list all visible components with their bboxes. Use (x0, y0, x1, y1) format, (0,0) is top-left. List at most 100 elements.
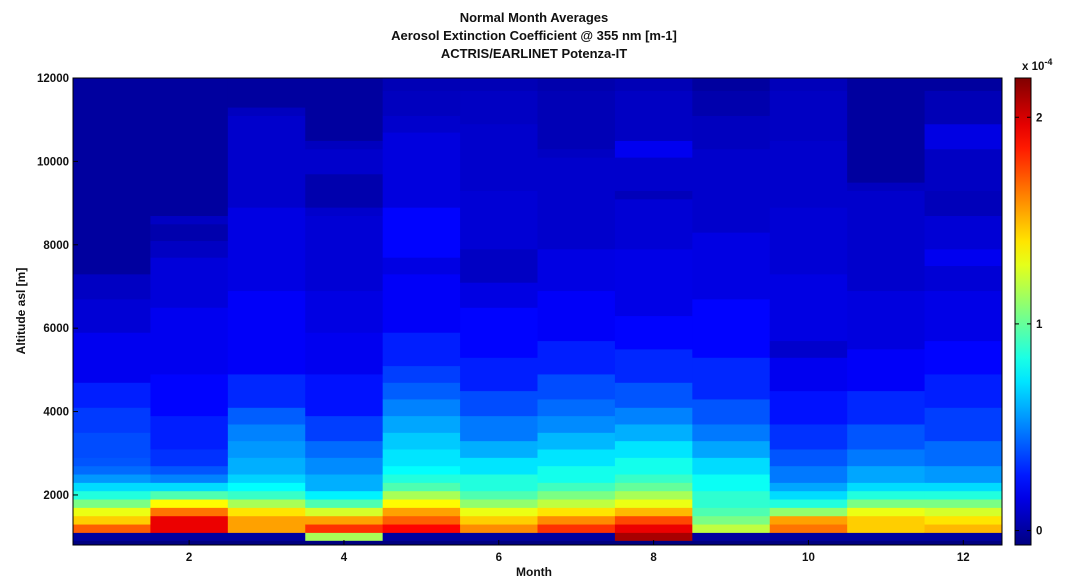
heatmap-cell (692, 532, 771, 542)
heatmap-cell (460, 415, 538, 442)
heatmap-cell (460, 248, 538, 283)
heatmap-cell (73, 382, 151, 408)
heatmap-cell (382, 524, 461, 533)
heatmap-cell (769, 499, 848, 508)
heatmap-cell (614, 515, 693, 525)
heatmap-cell (614, 524, 693, 533)
heatmap-cell (537, 499, 616, 508)
heatmap-cell (924, 290, 1003, 342)
heatmap-cell (227, 440, 306, 458)
heatmap-cell (847, 490, 925, 500)
heatmap-cell (227, 107, 306, 116)
heatmap-cell (305, 507, 384, 517)
heatmap-cell (924, 482, 1003, 492)
heatmap-cell (460, 490, 538, 500)
heatmap-cell (460, 282, 538, 308)
heatmap-cell (537, 90, 616, 150)
heatmap-cell (305, 148, 384, 175)
y-tick-label: 2000 (43, 490, 69, 502)
heatmap-cell (537, 482, 616, 492)
heatmap-cells (73, 78, 1003, 545)
heatmap-cell (924, 524, 1003, 533)
heatmap-cell (73, 540, 1002, 545)
heatmap-cell (769, 507, 848, 517)
heatmap-cell (614, 382, 693, 408)
title-line-2: Aerosol Extinction Coefficient @ 355 nm … (391, 28, 677, 43)
heatmap-cell (847, 465, 925, 483)
heatmap-cell (150, 515, 229, 533)
heatmap-cell (73, 457, 151, 467)
heatmap-cell (382, 332, 461, 367)
heatmap-cell (73, 507, 151, 517)
heatmap-cell (924, 490, 1003, 500)
heatmap-cell (769, 532, 848, 542)
heatmap-cell (769, 140, 848, 208)
heatmap-cell (227, 115, 306, 208)
heatmap-cell (227, 407, 306, 425)
heatmap-cell (614, 499, 693, 508)
heatmap-cell (305, 515, 384, 525)
heatmap-cell (382, 90, 461, 116)
heatmap-cell (227, 78, 306, 108)
heatmap-cell (614, 315, 693, 350)
heatmap-cell (460, 524, 538, 533)
heatmap-cell (382, 207, 461, 258)
y-tick-label: 8000 (43, 240, 69, 252)
heatmap-cell (692, 357, 771, 400)
heatmap-cell (305, 524, 384, 533)
heatmap-cell (769, 90, 848, 141)
heatmap-cell (73, 490, 151, 500)
heatmap-cell (460, 357, 538, 392)
heatmap-cell (150, 215, 229, 225)
heatmap-cell (537, 157, 616, 250)
heatmap-cell (692, 524, 771, 533)
heatmap-cell (382, 115, 461, 133)
heatmap-cell (73, 465, 151, 475)
heatmap-cell (382, 132, 461, 208)
heatmap-cell (460, 532, 538, 542)
heatmap-cell (614, 532, 693, 542)
heatmap-cell (769, 273, 848, 342)
heatmap-cell (614, 440, 693, 458)
heatmap-cell (614, 248, 693, 317)
heatmap-cell (73, 298, 151, 333)
heatmap-cell (537, 290, 616, 342)
heatmap-cell (305, 207, 384, 216)
heatmap-cell (614, 507, 693, 517)
heatmap-cell (924, 407, 1003, 442)
heatmap-cell (692, 232, 771, 300)
heatmap-cell (382, 257, 461, 275)
heatmap-cell (73, 499, 151, 508)
heatmap-cell (382, 482, 461, 492)
heatmap-cell (692, 90, 771, 116)
heatmap-cell (382, 432, 461, 450)
heatmap-cell (537, 524, 616, 533)
heatmap-cell (305, 140, 384, 150)
heatmap-cell (692, 457, 771, 475)
heatmap-cell (924, 248, 1003, 267)
heatmap-cell (460, 499, 538, 508)
heatmap-cell (924, 190, 1003, 216)
heatmap-cell (150, 307, 229, 375)
y-tick-label: 6000 (43, 323, 69, 335)
heatmap-cell (305, 374, 384, 417)
heatmap-cell (692, 78, 771, 91)
y-axis-label: Altitude asl [m] (14, 268, 28, 355)
heatmap-cell (847, 349, 925, 392)
heatmap-cell (382, 474, 461, 483)
colorbar-tick-label: 2 (1036, 112, 1042, 124)
heatmap-cell (692, 474, 771, 492)
heatmap-cell (769, 78, 848, 91)
colorbar-tick-label: 1 (1036, 319, 1043, 331)
heatmap-cell (924, 440, 1003, 467)
heatmap-cell (150, 78, 229, 216)
heatmap-cell (847, 78, 925, 183)
heatmap-cell (382, 532, 461, 542)
heatmap-cell (614, 407, 693, 425)
heatmap-cell (227, 499, 306, 508)
heatmap-cell (227, 424, 306, 442)
x-axis-ticks: 2 4 6 8 10 12 (186, 540, 970, 564)
heatmap-cell (614, 190, 693, 200)
heatmap-cell (847, 449, 925, 467)
